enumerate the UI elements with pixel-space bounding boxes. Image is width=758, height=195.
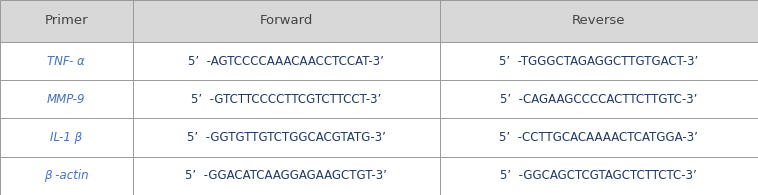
Text: 5’  -GGCAGCTCGTAGCTCTTCTC-3’: 5’ -GGCAGCTCGTAGCTCTTCTC-3’ — [500, 169, 697, 182]
Text: TNF- α: TNF- α — [48, 55, 85, 67]
Text: Forward: Forward — [259, 14, 313, 27]
Text: 5’  -CCTTGCACAAAACTCATGGA-3’: 5’ -CCTTGCACAAAACTCATGGA-3’ — [500, 131, 698, 144]
Text: 5’  -CAGAAGCCCCACTTCTTGTC-3’: 5’ -CAGAAGCCCCACTTCTTGTC-3’ — [500, 93, 697, 106]
Text: 5’  -AGTCCCCAAACAACCTCCAT-3’: 5’ -AGTCCCCAAACAACCTCCAT-3’ — [188, 55, 384, 67]
Text: Reverse: Reverse — [572, 14, 625, 27]
Bar — [0, 157, 758, 195]
Bar — [0, 118, 758, 157]
Text: β -actin: β -actin — [44, 169, 89, 182]
Text: 5’  -GGTGTTGTCTGGCACGTATG-3’: 5’ -GGTGTTGTCTGGCACGTATG-3’ — [186, 131, 386, 144]
Bar — [0, 42, 758, 80]
Text: IL-1 β: IL-1 β — [50, 131, 83, 144]
Bar — [0, 80, 758, 119]
Text: MMP-9: MMP-9 — [47, 93, 86, 106]
Text: 5’  -GGACATCAAGGAGAAGCTGT-3’: 5’ -GGACATCAAGGAGAAGCTGT-3’ — [185, 169, 387, 182]
Text: 5’  -TGGGCTAGAGGCTTGTGACT-3’: 5’ -TGGGCTAGAGGCTTGTGACT-3’ — [500, 55, 698, 67]
Text: 5’  -GTCTTCCCCTTCGTCTTCCT-3’: 5’ -GTCTTCCCCTTCGTCTTCCT-3’ — [191, 93, 381, 106]
Text: Primer: Primer — [45, 14, 88, 27]
Bar — [0, 0, 758, 42]
